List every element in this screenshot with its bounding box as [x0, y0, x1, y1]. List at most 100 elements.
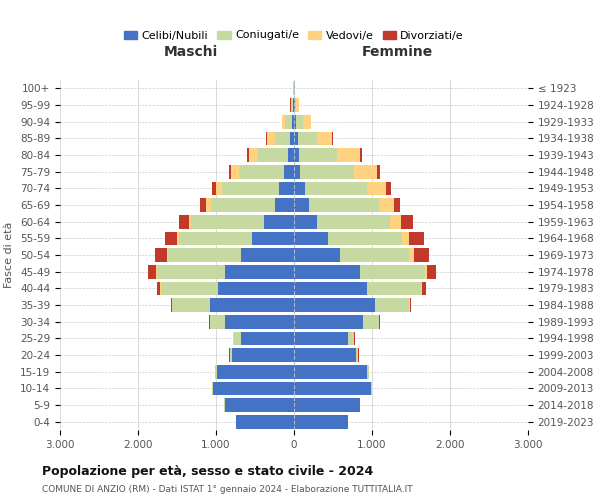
Bar: [179, 232, 252, 245]
Bar: [299, 148, 337, 162]
Bar: [249, 148, 258, 162]
Bar: [241, 332, 294, 345]
Bar: [386, 182, 391, 195]
Bar: [294, 248, 340, 262]
Bar: [213, 382, 294, 395]
Bar: [215, 365, 217, 378]
Bar: [290, 98, 292, 112]
Bar: [332, 132, 334, 145]
Bar: [356, 348, 358, 362]
Bar: [167, 248, 241, 262]
Bar: [425, 265, 427, 278]
Text: Maschi: Maschi: [164, 45, 218, 59]
Bar: [337, 148, 360, 162]
Bar: [211, 198, 275, 212]
Bar: [290, 132, 294, 145]
Bar: [294, 398, 359, 412]
Bar: [275, 198, 294, 212]
Bar: [189, 215, 191, 228]
Bar: [377, 165, 380, 178]
Bar: [226, 315, 294, 328]
Bar: [300, 165, 354, 178]
Bar: [348, 332, 354, 345]
Bar: [354, 165, 377, 178]
Bar: [236, 415, 294, 428]
Bar: [200, 198, 206, 212]
Bar: [292, 98, 293, 112]
Bar: [233, 332, 241, 345]
Bar: [292, 115, 294, 128]
Bar: [294, 132, 298, 145]
Bar: [294, 365, 367, 378]
Text: Popolazione per età, sesso e stato civile - 2024: Popolazione per età, sesso e stato civil…: [42, 465, 373, 478]
Text: Femmine: Femmine: [361, 45, 433, 59]
Text: COMUNE DI ANZIO (RM) - Dati ISTAT 1° gennaio 2024 - Elaborazione TUTTITALIA.IT: COMUNE DI ANZIO (RM) - Dati ISTAT 1° gen…: [42, 485, 413, 494]
Bar: [294, 148, 299, 162]
Bar: [157, 282, 160, 295]
Bar: [165, 232, 177, 245]
Bar: [409, 298, 410, 312]
Bar: [172, 298, 210, 312]
Bar: [379, 315, 380, 328]
Bar: [294, 165, 300, 178]
Bar: [232, 165, 239, 178]
Bar: [258, 148, 288, 162]
Bar: [422, 282, 426, 295]
Bar: [241, 248, 294, 262]
Bar: [294, 348, 356, 362]
Bar: [239, 165, 284, 178]
Legend: Celibi/Nubili, Coniugati/e, Vedovi/e, Divorziati/e: Celibi/Nubili, Coniugati/e, Vedovi/e, Di…: [119, 26, 469, 45]
Bar: [340, 248, 409, 262]
Bar: [401, 215, 413, 228]
Bar: [364, 315, 379, 328]
Bar: [284, 165, 294, 178]
Bar: [294, 215, 317, 228]
Bar: [360, 148, 362, 162]
Bar: [427, 265, 436, 278]
Bar: [379, 198, 394, 212]
Bar: [367, 365, 369, 378]
Bar: [295, 98, 296, 112]
Bar: [294, 332, 348, 345]
Bar: [209, 315, 210, 328]
Bar: [229, 165, 232, 178]
Bar: [275, 132, 290, 145]
Bar: [421, 282, 422, 295]
Bar: [206, 198, 211, 212]
Bar: [212, 182, 216, 195]
Bar: [367, 182, 386, 195]
Bar: [294, 282, 367, 295]
Bar: [375, 298, 409, 312]
Bar: [288, 148, 294, 162]
Bar: [294, 182, 305, 195]
Bar: [409, 248, 413, 262]
Bar: [191, 215, 263, 228]
Bar: [294, 265, 359, 278]
Bar: [296, 115, 303, 128]
Bar: [170, 298, 172, 312]
Bar: [216, 182, 222, 195]
Bar: [359, 265, 425, 278]
Bar: [367, 282, 421, 295]
Bar: [263, 215, 294, 228]
Bar: [226, 265, 294, 278]
Bar: [317, 132, 332, 145]
Bar: [210, 298, 294, 312]
Bar: [317, 215, 390, 228]
Bar: [298, 132, 317, 145]
Bar: [148, 265, 156, 278]
Bar: [309, 198, 379, 212]
Bar: [266, 132, 267, 145]
Bar: [222, 182, 279, 195]
Bar: [247, 148, 249, 162]
Bar: [409, 232, 424, 245]
Bar: [156, 265, 157, 278]
Bar: [217, 365, 294, 378]
Bar: [413, 248, 429, 262]
Bar: [294, 232, 328, 245]
Bar: [294, 298, 375, 312]
Bar: [161, 282, 218, 295]
Bar: [294, 198, 309, 212]
Bar: [296, 98, 299, 112]
Bar: [294, 98, 295, 112]
